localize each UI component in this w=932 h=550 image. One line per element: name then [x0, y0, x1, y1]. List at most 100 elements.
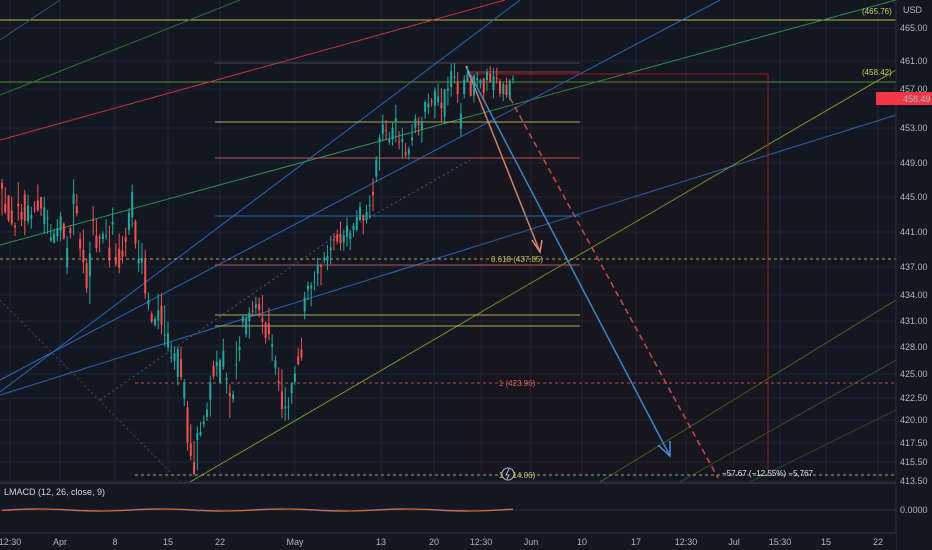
candle — [329, 235, 332, 265]
time-axis[interactable]: 12:30 Apr 8 15 22 May 13 20 12:30 Jun 10 17 12:30 Jul… — [0, 532, 896, 550]
candle — [62, 222, 65, 240]
candle — [10, 196, 13, 226]
time-tick-label: Jul — [728, 537, 740, 547]
candle — [485, 68, 488, 91]
candle-body — [310, 285, 313, 289]
trend-line — [0, 0, 241, 96]
time-axis-background — [0, 533, 896, 550]
candle-body — [345, 225, 349, 237]
candle — [121, 235, 124, 264]
candle-body — [443, 89, 446, 117]
candle — [388, 131, 391, 145]
trend-line — [599, 299, 897, 483]
candle-body — [394, 118, 397, 123]
candle — [446, 76, 449, 106]
time-tick-label: May — [286, 537, 304, 547]
candle-body — [385, 130, 388, 132]
candle — [59, 211, 62, 242]
trend-line — [0, 0, 721, 381]
indicator-label[interactable]: LMACD (12, 26, close, 9) — [4, 487, 106, 497]
candle-body — [430, 101, 433, 103]
candle-body — [131, 192, 134, 218]
candle — [7, 195, 10, 223]
candle — [336, 229, 339, 245]
candle — [53, 228, 56, 244]
candle-body — [53, 233, 56, 243]
candle — [303, 291, 306, 320]
candle-body — [98, 237, 101, 239]
price-tick-label: 441.00 — [900, 227, 928, 237]
annotation-labels: 0.618 (437.85) 1 (423.96) 1 (414.06) −57.67… — [491, 255, 814, 481]
trend-line — [0, 0, 506, 141]
candle — [147, 292, 150, 310]
candle-body — [176, 349, 179, 377]
candle-body — [20, 211, 23, 220]
time-tick-label: 22 — [873, 537, 883, 547]
candle — [43, 197, 46, 234]
candle-body — [23, 194, 26, 221]
candle-body — [277, 381, 280, 384]
candle — [160, 293, 163, 335]
candle-body — [30, 215, 33, 219]
candle — [258, 297, 261, 318]
candle — [88, 241, 91, 305]
price-tick-label: 420.00 — [900, 415, 928, 425]
price-tick-label: 437.00 — [900, 262, 928, 272]
candle-body — [485, 71, 488, 81]
candle-body — [280, 391, 283, 409]
candle-body — [401, 138, 404, 142]
candle-body — [316, 264, 319, 274]
candle — [424, 100, 427, 119]
candle-body — [329, 247, 332, 251]
candle — [271, 334, 274, 361]
candle-body — [476, 78, 479, 81]
candle — [101, 231, 104, 244]
candle-body — [251, 310, 254, 312]
candle-body — [66, 247, 69, 268]
candle — [72, 179, 75, 236]
candle-body — [479, 80, 482, 84]
candle — [82, 229, 85, 274]
candle-body — [453, 76, 456, 78]
candle — [85, 258, 88, 293]
candle — [365, 204, 368, 224]
candle-body — [183, 382, 186, 399]
macd-background — [0, 484, 896, 532]
candle — [79, 232, 82, 258]
candle — [56, 219, 59, 242]
candle — [176, 346, 179, 386]
candle — [166, 321, 170, 352]
candle — [345, 217, 349, 247]
candle-body — [134, 221, 137, 244]
candle-body — [459, 113, 462, 129]
candle-body — [72, 193, 75, 205]
price-tick-label: 434.00 — [900, 290, 928, 300]
candle-body — [306, 285, 309, 290]
current-price-tag-bg — [876, 92, 932, 105]
alert-icon — [501, 467, 515, 481]
candle — [46, 209, 49, 234]
candle-body — [56, 227, 59, 237]
candle — [251, 301, 254, 315]
candle — [264, 321, 267, 344]
candle-body — [212, 365, 215, 377]
candle — [401, 127, 404, 159]
candle — [245, 314, 248, 338]
candle-body — [59, 216, 62, 231]
candle — [212, 360, 215, 380]
candle-body — [248, 312, 251, 322]
candle — [254, 296, 257, 315]
price-level-tag: (465.76) — [862, 7, 892, 16]
candle — [33, 201, 36, 213]
candle-body — [440, 102, 443, 109]
candle — [108, 225, 111, 268]
price-tick-label: 415.50 — [900, 457, 928, 467]
trend-line — [0, 0, 61, 41]
price-tick-label: 461.00 — [900, 56, 928, 66]
macd-signal-line — [1, 508, 514, 512]
candle-body — [362, 215, 365, 221]
price-axis[interactable]: USD 465.00 461.00 457.00 453.00 449.00 445.00 4… — [862, 0, 932, 550]
candle — [297, 347, 300, 366]
candle-body — [450, 71, 453, 88]
